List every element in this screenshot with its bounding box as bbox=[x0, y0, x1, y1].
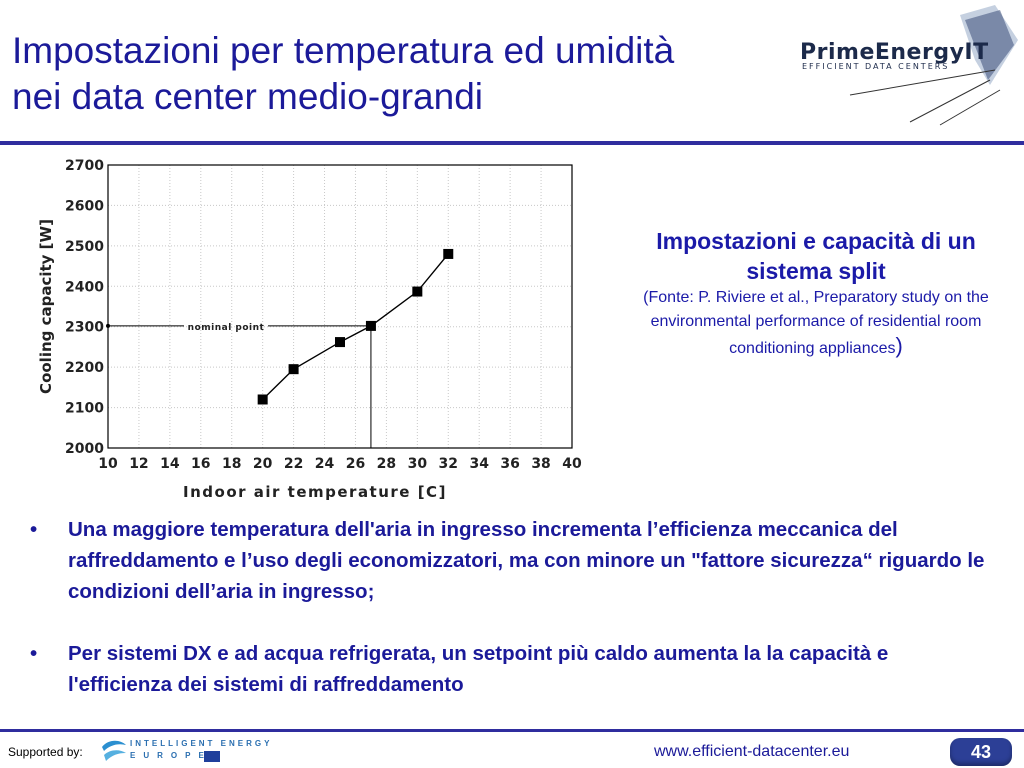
x-tick-label: 12 bbox=[129, 456, 148, 472]
x-tick-label: 14 bbox=[160, 456, 180, 472]
reference-marker bbox=[106, 323, 110, 328]
plot-frame bbox=[107, 164, 573, 449]
x-tick-label: 18 bbox=[222, 456, 241, 472]
data-point bbox=[365, 320, 376, 331]
x-tick-label: 22 bbox=[284, 456, 303, 472]
x-tick-label: 32 bbox=[439, 456, 458, 472]
x-axis-label: Indoor air temperature [C] bbox=[183, 483, 447, 501]
website-link[interactable]: www.efficient-datacenter.eu bbox=[654, 743, 850, 760]
data-point bbox=[443, 248, 454, 259]
chart-svg: 10 12 14 16 18 20 22 24 26 28 30 32 34 36 38 40 2000 2100… bbox=[37, 158, 582, 501]
x-tick-label: 20 bbox=[253, 456, 273, 472]
bullet-symbol: • bbox=[30, 518, 38, 541]
bullet-item: • Per sistemi DX e ad acqua refrigerata,… bbox=[30, 638, 990, 700]
chart-caption: Impostazioni e capacità di un sistema sp… bbox=[636, 226, 996, 361]
top-divider bbox=[0, 141, 1024, 145]
bullet-symbol: • bbox=[30, 642, 38, 665]
y-axis-label: Cooling capacity [W] bbox=[37, 219, 55, 394]
iee-line-2: EUROPE bbox=[130, 751, 212, 760]
bottom-divider bbox=[0, 729, 1024, 732]
logo-graphic bbox=[849, 5, 1018, 126]
y-tick-label: 2100 bbox=[65, 401, 104, 417]
x-tick-label: 28 bbox=[377, 456, 396, 472]
bullet-text: Per sistemi DX e ad acqua refrigerata, u… bbox=[68, 642, 889, 696]
y-tick-label: 2500 bbox=[65, 239, 104, 255]
y-tick-label: 2300 bbox=[65, 320, 104, 336]
bullet-list: • Una maggiore temperatura dell'aria in … bbox=[30, 514, 990, 731]
x-tick-label: 36 bbox=[500, 456, 519, 472]
slide-title: Impostazioni per temperatura ed umidità … bbox=[12, 28, 752, 120]
data-point bbox=[412, 286, 423, 297]
supported-by-label: Supported by: bbox=[8, 745, 83, 759]
caption-close-paren: ) bbox=[895, 333, 903, 358]
x-tick-label: 26 bbox=[346, 456, 365, 472]
slide-title-line-1: Impostazioni per temperatura ed umidità bbox=[12, 30, 675, 71]
series-line bbox=[262, 253, 449, 400]
data-point bbox=[288, 364, 299, 375]
reference-label: nominal point bbox=[188, 323, 265, 333]
cooling-capacity-chart: 10 12 14 16 18 20 22 24 26 28 30 32 34 36 38 40 2000 2100… bbox=[36, 150, 596, 502]
y-tick-label: 2700 bbox=[65, 158, 104, 174]
caption-source-text: (Fonte: P. Riviere et al., Preparatory s… bbox=[643, 289, 989, 357]
logo-tagline: EFFICIENT DATA CENTERS bbox=[802, 62, 950, 71]
logo-name: PrimeEnergyIT bbox=[800, 40, 989, 65]
x-tick-label: 16 bbox=[191, 456, 210, 472]
slide-title-line-2: nei data center medio-grandi bbox=[12, 76, 484, 117]
bullet-item: • Una maggiore temperatura dell'aria in … bbox=[30, 514, 990, 607]
y-tick-label: 2600 bbox=[65, 198, 104, 214]
iee-line-1: INTELLIGENT ENERGY bbox=[130, 739, 273, 748]
bullet-text: Una maggiore temperatura dell'aria in in… bbox=[68, 518, 985, 603]
iee-swirl-icon bbox=[102, 740, 126, 761]
x-tick-label: 10 bbox=[98, 456, 118, 472]
y-tick-label: 2400 bbox=[65, 279, 104, 295]
x-tick-label: 40 bbox=[562, 456, 582, 472]
x-tick-label: 24 bbox=[315, 456, 335, 472]
primeenergyit-logo: PrimeEnergyIT EFFICIENT DATA CENTERS bbox=[790, 0, 1024, 132]
data-point bbox=[335, 337, 345, 348]
data-point bbox=[257, 394, 268, 405]
eu-flag-icon bbox=[204, 751, 220, 762]
y-tick-label: 2000 bbox=[65, 441, 104, 457]
x-tick-label: 34 bbox=[469, 456, 489, 472]
x-tick-label: 38 bbox=[531, 456, 550, 472]
iee-logo: INTELLIGENT ENERGY EUROPE bbox=[100, 736, 290, 766]
y-tick-label: 2200 bbox=[65, 360, 104, 376]
caption-source: (Fonte: P. Riviere et al., Preparatory s… bbox=[636, 286, 996, 361]
page-number-badge: 43 bbox=[950, 738, 1012, 766]
caption-title: Impostazioni e capacità di un sistema sp… bbox=[656, 228, 976, 284]
x-tick-label: 30 bbox=[408, 456, 428, 472]
